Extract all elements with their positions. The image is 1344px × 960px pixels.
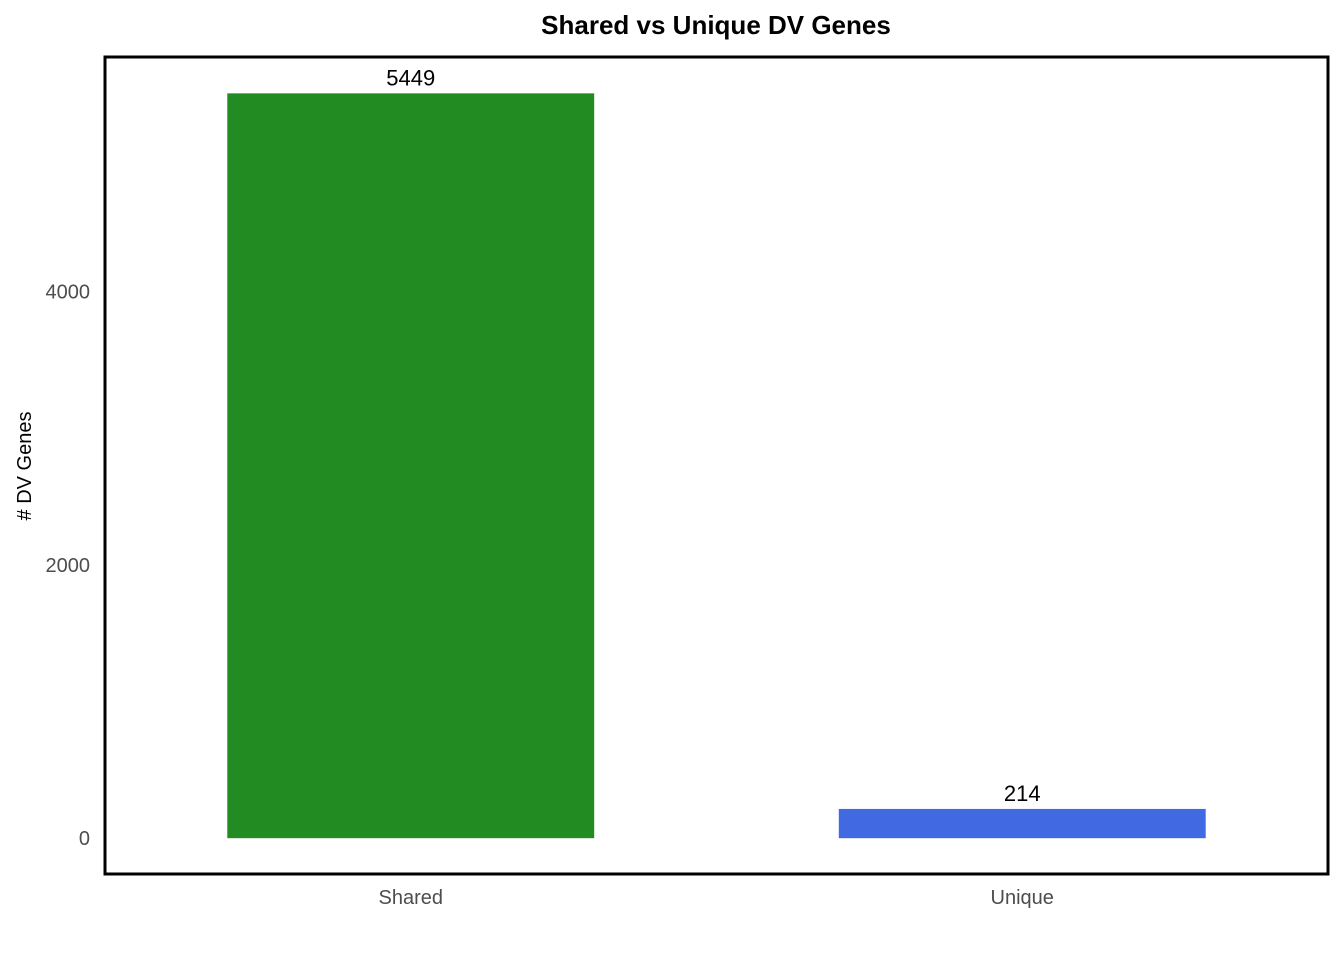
y-axis-label: # DV Genes (14, 412, 36, 521)
y-tick-label-0: 0 (79, 828, 90, 850)
y-axis-ticks: 0 2000 4000 (46, 281, 91, 850)
data-labels-group: 5449 214 (386, 65, 1040, 806)
plot-panel-border (103, 55, 1330, 876)
x-tick-label-unique: Unique (991, 887, 1054, 909)
bar-unique (838, 808, 1206, 839)
bar-shared (227, 93, 595, 839)
y-tick-label-4000: 4000 (46, 281, 91, 303)
bars-group (227, 93, 1206, 839)
x-tick-label-shared: Shared (379, 887, 444, 909)
data-label-unique: 214 (1004, 781, 1041, 806)
data-label-shared: 5449 (386, 65, 435, 90)
y-tick-label-2000: 2000 (46, 555, 91, 577)
x-axis-ticks: Shared Unique (379, 887, 1054, 909)
chart-title: Shared vs Unique DV Genes (541, 10, 891, 40)
